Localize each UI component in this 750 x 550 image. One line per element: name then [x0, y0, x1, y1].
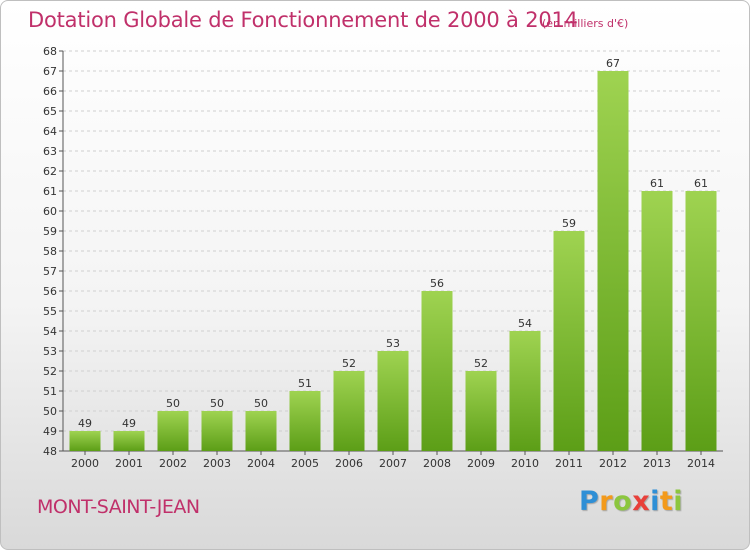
bar-2011	[553, 231, 585, 451]
data-label-2011: 59	[562, 217, 576, 230]
bar-2012	[597, 71, 629, 451]
bar-2010	[509, 331, 541, 451]
y-tick-label: 62	[43, 165, 57, 178]
chart-title: Dotation Globale de Fonctionnement de 20…	[28, 8, 578, 32]
commune-name: MONT-SAINT-JEAN	[37, 496, 200, 518]
proxiti-logo: Proxiti	[579, 486, 683, 517]
x-tick-label-2003: 2003	[203, 457, 231, 470]
y-tick-label: 58	[43, 245, 57, 258]
data-label-2002: 50	[166, 397, 180, 410]
logo-letter: P	[579, 486, 600, 517]
data-label-2005: 51	[298, 377, 312, 390]
y-tick-label: 51	[43, 385, 57, 398]
y-tick-label: 50	[43, 405, 57, 418]
x-tick-label-2001: 2001	[115, 457, 143, 470]
unit-label: (en milliers d'€)	[542, 17, 629, 30]
bar-2008	[421, 291, 453, 451]
bar-2005	[289, 391, 321, 451]
bar-2003	[201, 411, 233, 451]
bar-2013	[641, 191, 673, 451]
bar-2014	[685, 191, 717, 451]
y-tick-label: 60	[43, 205, 57, 218]
data-label-2007: 53	[386, 337, 400, 350]
logo-letter: r	[599, 486, 614, 517]
y-tick-label: 48	[43, 445, 57, 458]
logo-letter: o	[613, 486, 633, 517]
bar-2009	[465, 371, 497, 451]
bar-2006	[333, 371, 365, 451]
y-tick-label: 49	[43, 425, 57, 438]
data-label-2008: 56	[430, 277, 444, 290]
y-tick-label: 63	[43, 145, 57, 158]
y-tick-label: 64	[43, 125, 57, 138]
x-tick-label-2002: 2002	[159, 457, 187, 470]
data-label-2012: 67	[606, 57, 620, 70]
data-labels: 49 49 50 50 50 51 52 53 56 52 54 59 67 61 61	[78, 57, 708, 430]
logo-letter: i	[673, 486, 684, 517]
x-tick-label-2004: 2004	[247, 457, 275, 470]
y-tick-label: 57	[43, 265, 57, 278]
x-tick-label-2007: 2007	[379, 457, 407, 470]
bar-2001	[113, 431, 145, 451]
data-label-2010: 54	[518, 317, 532, 330]
y-tick-label: 67	[43, 65, 57, 78]
logo-letter: i	[650, 486, 660, 517]
y-tick-label: 55	[43, 305, 57, 318]
x-tick-label-2010: 2010	[511, 457, 539, 470]
bar-2004	[245, 411, 277, 451]
y-tick-label: 53	[43, 345, 57, 358]
x-tick-label-2013: 2013	[643, 457, 671, 470]
bars	[69, 71, 717, 451]
y-tick-label: 54	[43, 325, 57, 338]
x-tick-label-2011: 2011	[555, 457, 583, 470]
logo-letter: x	[632, 486, 651, 517]
data-label-2013: 61	[650, 177, 664, 190]
logo-letter: t	[659, 486, 674, 517]
x-tick-label-2008: 2008	[423, 457, 451, 470]
data-label-2001: 49	[122, 417, 136, 430]
y-tick-label: 52	[43, 365, 57, 378]
data-label-2000: 49	[78, 417, 92, 430]
bar-2002	[157, 411, 189, 451]
bar-2007	[377, 351, 409, 451]
data-label-2014: 61	[694, 177, 708, 190]
x-tick-label-2014: 2014	[687, 457, 715, 470]
y-tick-label: 61	[43, 185, 57, 198]
x-tick-label-2000: 2000	[71, 457, 99, 470]
axes: 48 49 50 51 52 53 54 55 56 57 58 59 60 61 62 63 64 65 66 67…	[43, 45, 723, 470]
y-tick-label: 56	[43, 285, 57, 298]
data-label-2006: 52	[342, 357, 356, 370]
data-label-2004: 50	[254, 397, 268, 410]
x-tick-label-2012: 2012	[599, 457, 627, 470]
data-label-2003: 50	[210, 397, 224, 410]
bar-2000	[69, 431, 101, 451]
y-tick-label: 65	[43, 105, 57, 118]
y-tick-label: 66	[43, 85, 57, 98]
y-tick-label: 59	[43, 225, 57, 238]
y-tick-label: 68	[43, 45, 57, 58]
x-tick-label-2009: 2009	[467, 457, 495, 470]
x-tick-label-2006: 2006	[335, 457, 363, 470]
x-tick-label-2005: 2005	[291, 457, 319, 470]
data-label-2009: 52	[474, 357, 488, 370]
